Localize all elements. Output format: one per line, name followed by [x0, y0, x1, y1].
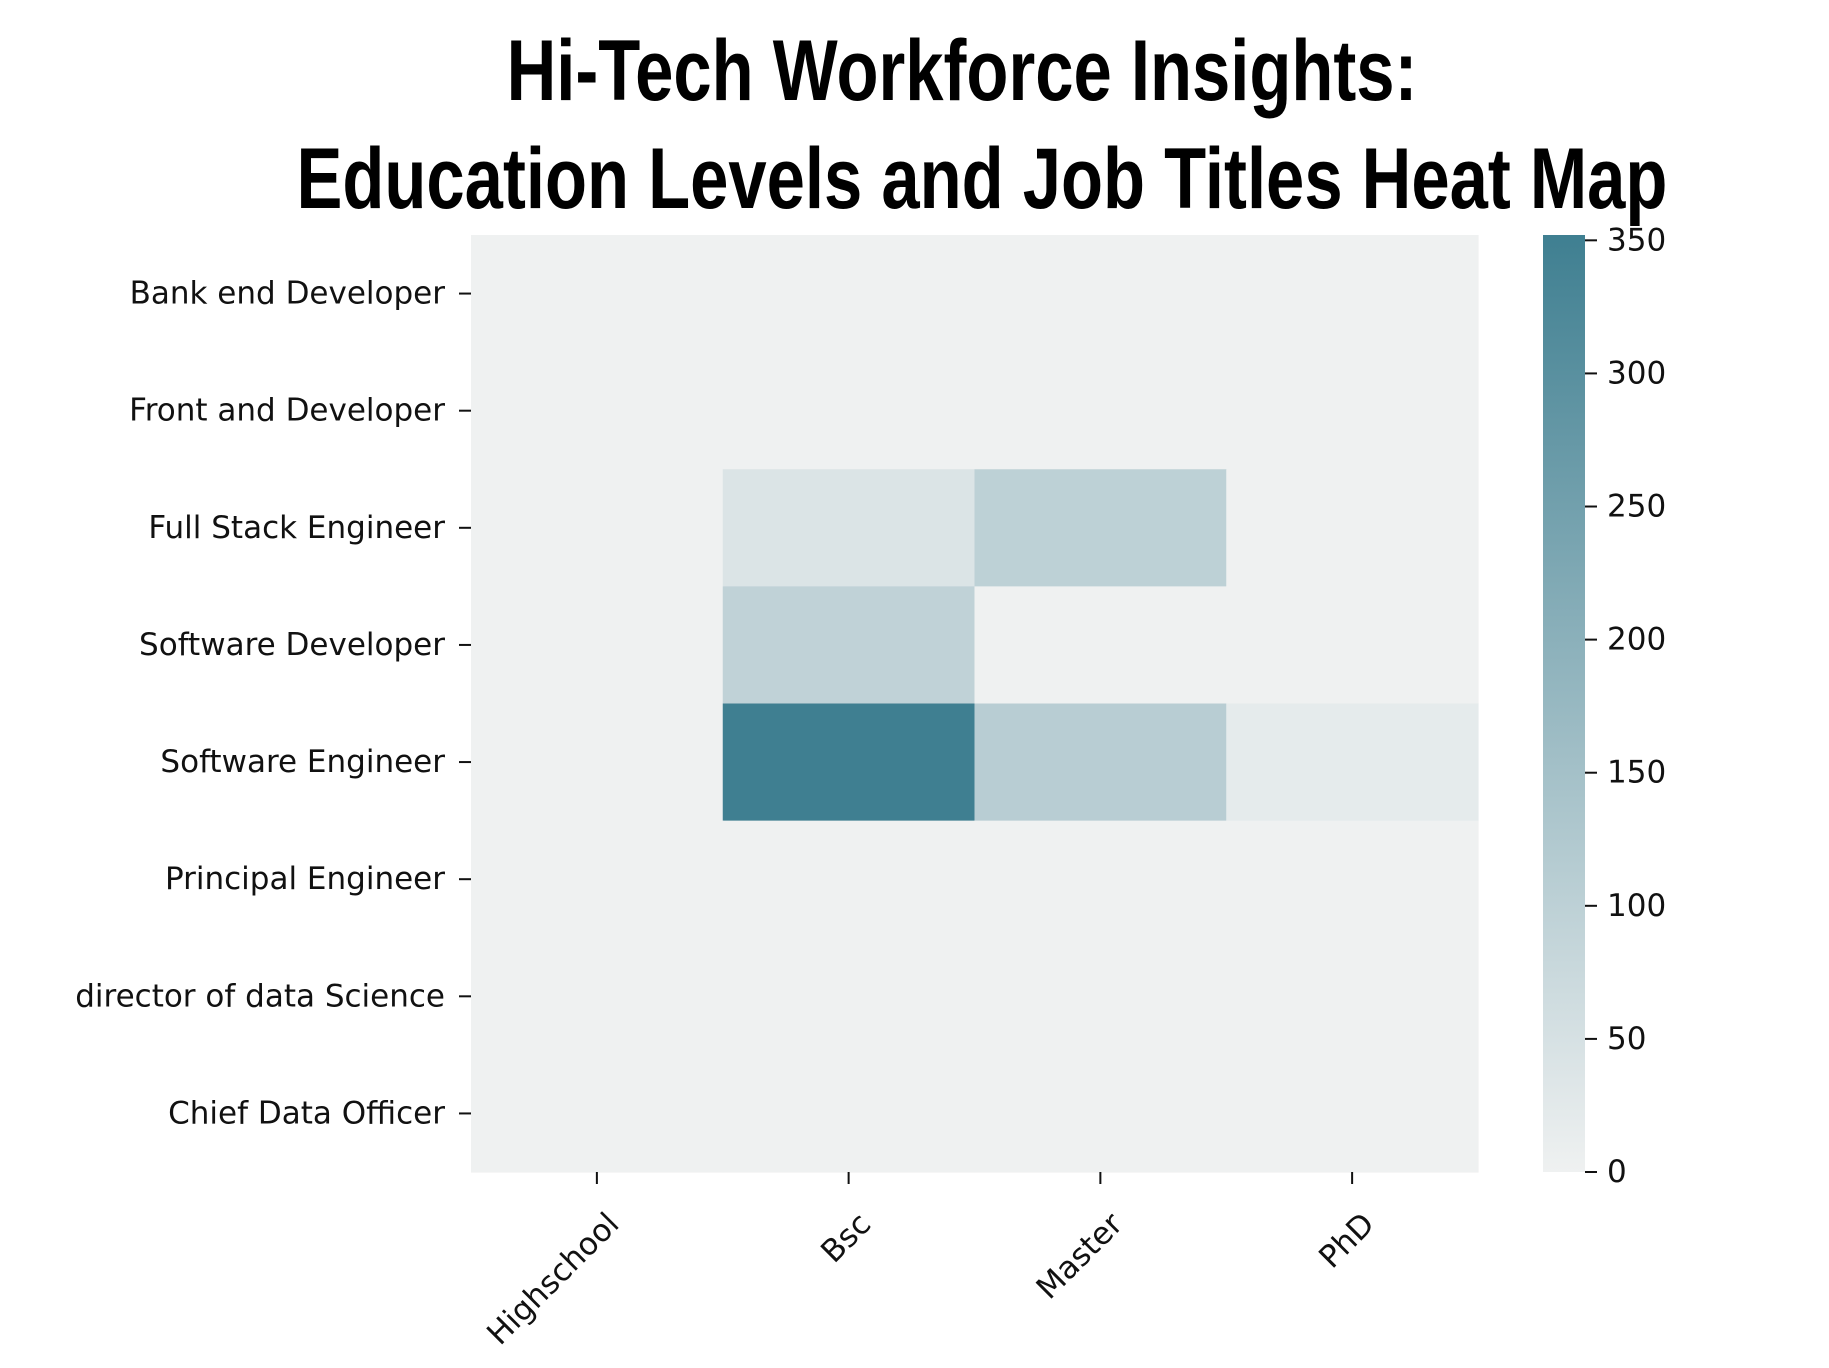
heatmap-cells [471, 235, 1479, 1173]
colorbar-tick-label: 350 [1607, 222, 1666, 258]
colorbar-gradient [1543, 235, 1585, 1172]
chart-title: Hi-Tech Workforce Insights: Education Le… [297, 23, 1668, 227]
y-tick-label: Bank end Developer [130, 276, 446, 312]
heatmap-cell [722, 1054, 976, 1173]
heatmap-cell [471, 1054, 724, 1173]
heatmap-cell [471, 937, 724, 1056]
colorbar-tick-label: 250 [1607, 489, 1666, 525]
x-tick-label: PhD [1312, 1206, 1381, 1275]
heatmap-cell [722, 703, 976, 822]
heatmap-cell [974, 1054, 1227, 1173]
heatmap-cell [1226, 1054, 1479, 1173]
heatmap-cell [722, 235, 976, 353]
y-axis: Bank end Developer Front and Developer Ful… [75, 276, 471, 1131]
x-axis: Highschool Bsc Master PhD [480, 1172, 1382, 1352]
chart-title-line-1: Hi-Tech Workforce Insights: [507, 23, 1418, 119]
heatmap-cell [722, 586, 976, 705]
heatmap-cell [974, 469, 1227, 587]
colorbar-tick-label: 50 [1607, 1021, 1646, 1057]
heatmap-cell [974, 820, 1227, 939]
x-tick-label: Bsc [814, 1206, 878, 1270]
colorbar-tick-label: 0 [1607, 1154, 1627, 1190]
colorbar-tick-label: 300 [1607, 355, 1666, 391]
colorbar-tick-label: 200 [1607, 622, 1666, 658]
heatmap-cell [471, 235, 724, 353]
y-tick-label: Front and Developer [129, 393, 445, 429]
chart-title-line-2: Education Levels and Job Titles Heat Map [297, 131, 1668, 227]
heatmap-cell [974, 703, 1227, 822]
heatmap-cell [471, 586, 724, 705]
heatmap-cell [974, 352, 1227, 470]
heatmap-cell [471, 469, 724, 587]
heatmap-cell [1226, 586, 1479, 705]
heatmap-cell [722, 937, 976, 1056]
heatmap-cell [974, 235, 1227, 353]
y-tick-label: Full Stack Engineer [148, 510, 445, 546]
y-tick-label: Chief Data Officer [168, 1095, 445, 1131]
heatmap-cell [1226, 235, 1479, 353]
heatmap-cell [722, 820, 976, 939]
y-tick-label: Principal Engineer [165, 861, 445, 897]
heatmap-cell [1226, 352, 1479, 470]
heatmap-cell [471, 703, 724, 822]
colorbar-tick-label: 150 [1607, 755, 1666, 791]
x-tick-label: Master [1030, 1206, 1130, 1306]
heatmap-cell [471, 352, 724, 470]
heatmap-cell [1226, 703, 1479, 822]
x-tick-label: Highschool [480, 1206, 626, 1352]
heatmap-cell [722, 352, 976, 470]
heatmap-cell [1226, 469, 1479, 587]
heatmap-cell [974, 937, 1227, 1056]
heatmap-cell [471, 820, 724, 939]
heatmap-cell [974, 586, 1227, 705]
heatmap-cell [722, 469, 976, 587]
y-tick-label: Software Developer [139, 627, 445, 663]
y-tick-label: director of data Science [75, 978, 445, 1014]
colorbar-tick-label: 100 [1607, 888, 1666, 924]
y-tick-label: Software Engineer [160, 744, 445, 780]
colorbar: 0 50 100 150 200 250 300 350 [1543, 222, 1666, 1190]
heatmap-cell [1226, 820, 1479, 939]
heatmap-cell [1226, 937, 1479, 1056]
